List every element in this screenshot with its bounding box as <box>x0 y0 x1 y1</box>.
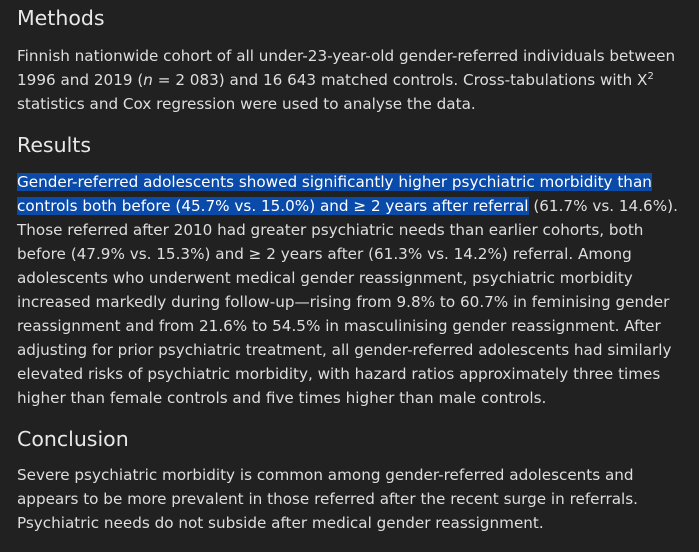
methods-line-2a: 1996 and 2019 ( <box>17 71 144 89</box>
results-remaining-text: (61.7% vs. 14.6%). Those referred after … <box>17 197 678 407</box>
methods-line-3: statistics and Cox regression were used … <box>17 95 476 113</box>
conclusion-heading: Conclusion <box>17 427 129 451</box>
methods-superscript: 2 <box>647 70 654 82</box>
methods-paragraph[interactable]: Finnish nationwide cohort of all under-2… <box>17 44 689 116</box>
results-paragraph[interactable]: Gender-referred adolescents showed signi… <box>17 170 689 410</box>
methods-n-symbol: n <box>143 71 153 89</box>
methods-line-2b: = 2 083) and 16 643 matched controls. Cr… <box>152 71 648 89</box>
methods-line-1: Finnish nationwide cohort of all under-2… <box>17 47 676 65</box>
methods-heading: Methods <box>17 6 105 30</box>
results-heading: Results <box>17 133 92 157</box>
conclusion-paragraph[interactable]: Severe psychiatric morbidity is common a… <box>17 466 639 532</box>
